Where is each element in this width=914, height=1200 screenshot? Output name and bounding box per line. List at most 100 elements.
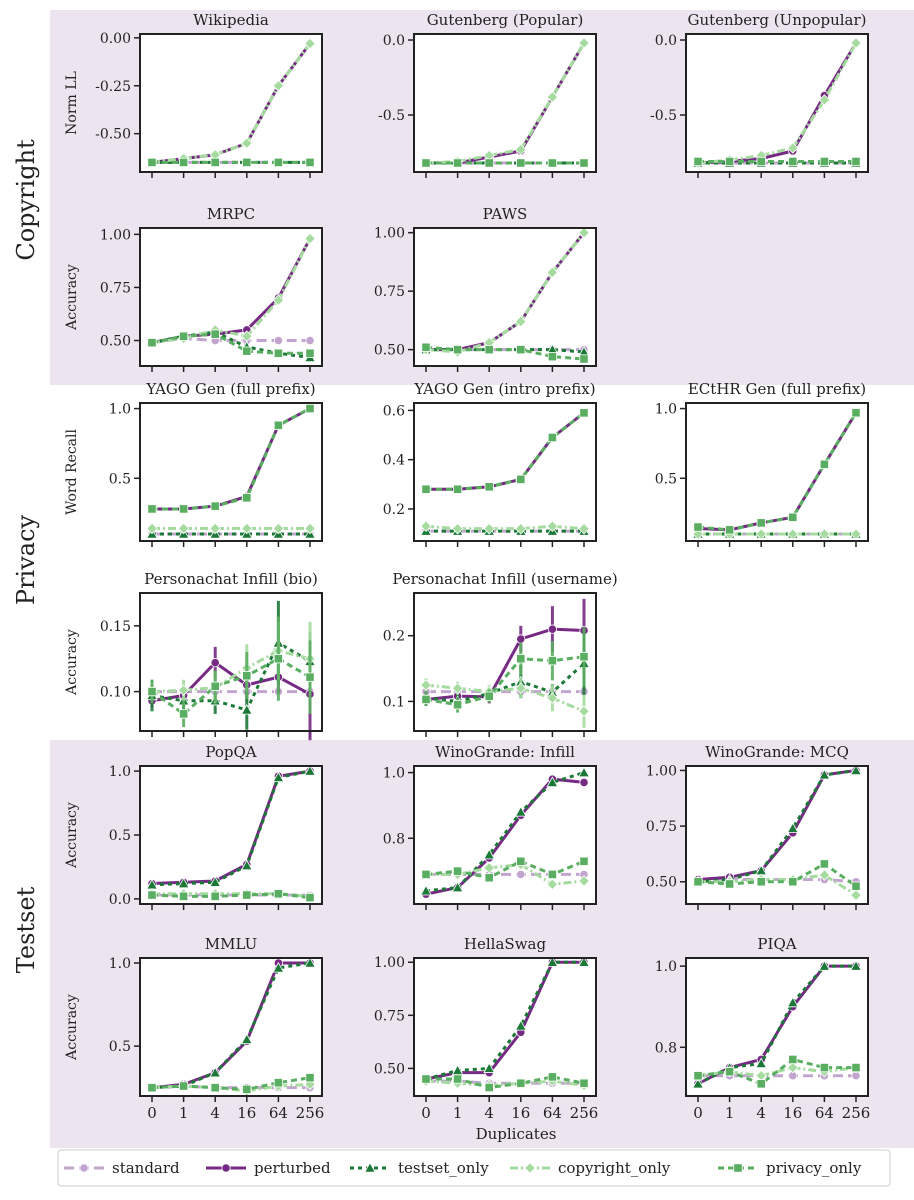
legend-entry-copyright-only: copyright_only — [510, 1159, 671, 1177]
plot-frame — [685, 765, 869, 905]
series-line — [425, 771, 585, 893]
y-tick-label: 0.2 — [383, 502, 405, 518]
panel-7: ECtHR Gen (full prefix) 0.5 1.0 — [655, 380, 869, 547]
data-point — [273, 889, 284, 899]
x-tick-label: 4 — [210, 1104, 220, 1122]
data-point — [452, 700, 463, 710]
panel-11: WinoGrande: Infill 0.8 1.0 — [383, 743, 597, 910]
y-tick-label: 1.0 — [109, 764, 131, 780]
data-point — [451, 682, 464, 695]
series-testset-only — [420, 766, 590, 896]
data-point — [547, 352, 558, 362]
data-point — [578, 875, 590, 887]
data-point — [484, 158, 494, 168]
panel-title: MMLU — [205, 935, 258, 953]
y-axis-label: Accuracy — [64, 264, 80, 331]
data-point — [177, 684, 190, 697]
series-line — [152, 407, 311, 511]
series-privacy-only — [693, 408, 861, 535]
series-line — [426, 411, 585, 491]
data-point — [178, 891, 189, 901]
y-tick-label: -0.5 — [378, 108, 405, 124]
y-tick-label: 1.0 — [109, 956, 131, 972]
data-point — [788, 1054, 798, 1065]
legend-marker — [364, 1161, 376, 1173]
data-point — [147, 686, 157, 697]
data-point — [420, 520, 432, 532]
data-point — [547, 1072, 558, 1082]
data-point — [240, 859, 253, 871]
series-privacy-only — [147, 889, 315, 903]
series-privacy-only — [421, 408, 589, 494]
data-point — [755, 1057, 768, 1069]
data-point — [273, 157, 284, 168]
data-point — [547, 432, 558, 443]
series-line — [151, 892, 311, 900]
data-point — [452, 1074, 463, 1084]
y-tick-label: 0.0 — [655, 33, 677, 49]
data-point — [756, 518, 766, 528]
y-tick-label: 0.2 — [383, 629, 405, 645]
plot-area — [414, 228, 596, 366]
data-point — [692, 1077, 704, 1089]
data-point — [818, 869, 831, 881]
data-point — [850, 37, 862, 49]
legend-marker — [733, 1163, 743, 1173]
data-point — [147, 890, 157, 900]
series-privacy-only — [421, 158, 589, 168]
data-point — [241, 137, 253, 150]
series-line — [425, 683, 585, 713]
plot-frame — [413, 957, 597, 1097]
plot-area — [140, 34, 322, 172]
data-point — [305, 403, 315, 414]
series-line — [697, 964, 856, 1086]
x-tick-label: 0 — [693, 1104, 703, 1122]
data-point — [818, 94, 831, 106]
data-point — [850, 889, 862, 901]
data-point — [305, 672, 315, 682]
plot-frame — [685, 957, 869, 1097]
series-privacy-only — [693, 156, 861, 167]
data-point — [272, 522, 285, 535]
panel-title: PIQA — [757, 935, 796, 953]
data-point — [786, 996, 799, 1008]
data-point — [579, 652, 589, 662]
x-tick-label: 64 — [815, 1104, 834, 1122]
series-line — [151, 769, 311, 887]
x-tick-label: 256 — [296, 1104, 325, 1122]
data-point — [304, 765, 316, 776]
data-point — [147, 338, 157, 348]
series-testset-only — [146, 765, 316, 890]
data-point — [787, 528, 799, 540]
data-point — [516, 1078, 526, 1088]
data-point — [210, 891, 220, 901]
legend-label: copyright_only — [558, 1159, 671, 1177]
data-point — [578, 956, 590, 967]
series-line — [425, 231, 586, 354]
data-point — [210, 329, 220, 339]
data-point — [579, 1078, 589, 1088]
y-tick-label: 0.50 — [646, 875, 677, 891]
y-tick-label: 0.4 — [383, 453, 405, 469]
series-privacy-only — [693, 859, 861, 891]
panel-6: YAGO Gen (intro prefix) 0.2 0.4 0.6 — [383, 380, 597, 547]
x-tick-label: 256 — [570, 1104, 599, 1122]
data-point — [693, 877, 703, 887]
legend-entry-standard: standard — [64, 1159, 180, 1177]
y-tick-label: 0.75 — [374, 284, 405, 300]
series-privacy-only — [421, 1072, 589, 1093]
plot-frame — [413, 765, 597, 905]
x-tick-label: 0 — [421, 1104, 431, 1122]
data-point — [242, 1084, 252, 1094]
x-tick-label: 64 — [269, 1104, 288, 1122]
plot-area — [686, 34, 868, 172]
data-point — [241, 522, 253, 535]
series-line — [151, 649, 311, 694]
plot-area — [414, 34, 596, 172]
data-point — [209, 522, 221, 535]
series-line — [425, 960, 584, 1081]
y-tick-label: 0.50 — [374, 343, 405, 359]
data-point — [452, 345, 463, 355]
data-point — [242, 157, 252, 168]
data-point — [304, 232, 316, 245]
